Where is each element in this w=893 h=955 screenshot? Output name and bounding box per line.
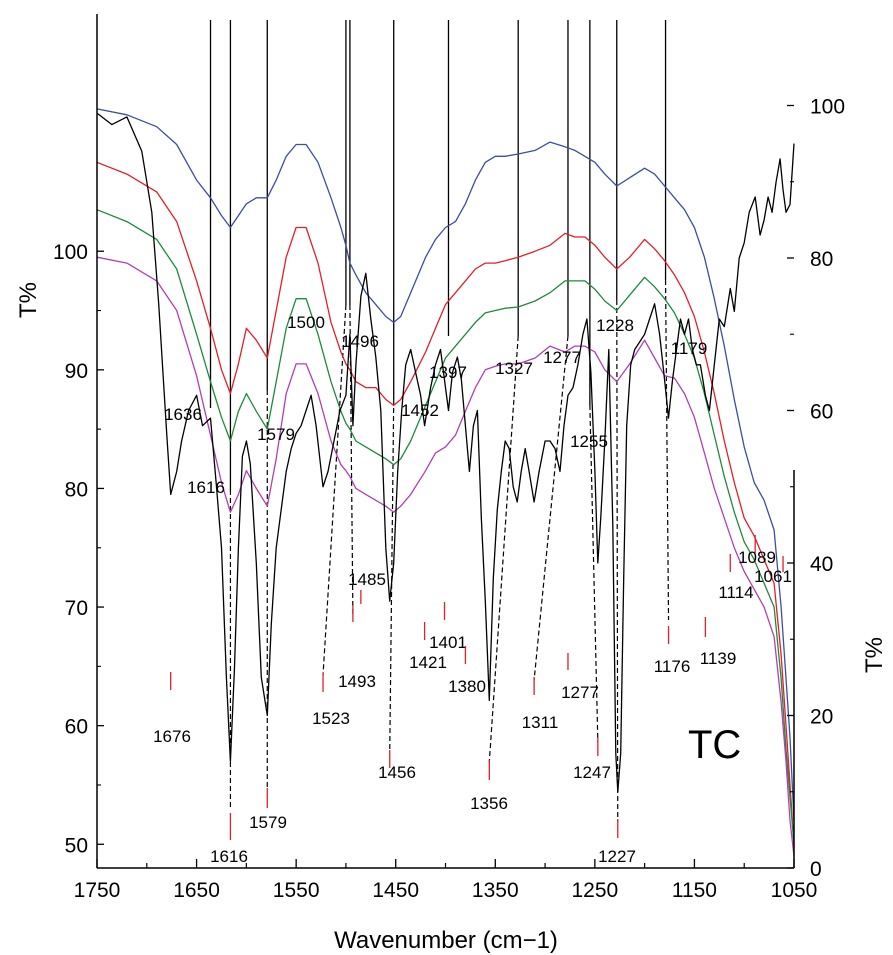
- top-peak-label: 1452: [401, 401, 439, 420]
- top-peak-label: 1179: [671, 339, 708, 358]
- spectrum-line-3: [96, 209, 795, 845]
- top-peak-label: 1228: [596, 316, 634, 335]
- right-tick-label: 80: [810, 248, 833, 271]
- top-peak-label: 1397: [429, 363, 467, 382]
- top-peak-label: 1616: [187, 478, 225, 497]
- spectrum-line-1: [96, 108, 795, 821]
- top-peak-label: 1636: [164, 405, 202, 424]
- top-peak-label: 1255: [570, 432, 608, 451]
- bottom-peak-label: 1380: [448, 677, 486, 696]
- bottom-peak-label: 1579: [249, 813, 287, 832]
- bottom-peak-label: 1061: [754, 567, 792, 586]
- top-peak-label: 1277: [543, 348, 581, 367]
- x-axis-label: Wavenumber (cm−1): [334, 927, 558, 954]
- right-tick-label: 40: [810, 553, 833, 576]
- spectrum-line-2: [96, 161, 795, 845]
- dashed-connector: [488, 335, 519, 763]
- dashed-connector: [664, 279, 670, 621]
- bottom-peak-label: 1616: [210, 847, 248, 866]
- top-peak-label: 1579: [257, 425, 295, 444]
- bottom-peak-label: 1247: [573, 763, 611, 782]
- x-tick-label: 1450: [372, 879, 419, 902]
- bottom-peak-label: 1139: [700, 649, 737, 668]
- left-tick-label: 80: [65, 478, 88, 501]
- y-axis-label-left: T%: [15, 282, 42, 318]
- bottom-peak-label: 1676: [153, 727, 191, 746]
- bottom-peak-label: 1089: [738, 548, 776, 567]
- top-peak-label: 1496: [341, 332, 379, 351]
- dashed-connector: [589, 404, 599, 743]
- right-tick-label: 20: [810, 706, 833, 729]
- x-tick-label: 1350: [472, 879, 519, 902]
- bottom-peak-label: 1421: [409, 653, 447, 672]
- left-tick-label: 50: [65, 834, 88, 857]
- left-tick-label: 60: [65, 716, 88, 739]
- x-tick-label: 1250: [571, 879, 618, 902]
- guide-lines: [209, 20, 670, 823]
- right-tick-label: 100: [810, 96, 845, 119]
- dashed-connector: [322, 304, 347, 676]
- bottom-peak-label: 1356: [470, 794, 508, 813]
- x-tick-label: 1150: [672, 879, 717, 902]
- y-axis-label-right: T%: [861, 637, 888, 673]
- bottom-peak-label: 1401: [429, 633, 467, 652]
- left-tick-label: 100: [53, 241, 88, 264]
- bottom-peak-label: 1227: [598, 847, 636, 866]
- dashed-connector: [616, 299, 619, 823]
- dashed-connector: [533, 335, 569, 681]
- bottom-peak-label: 1523: [312, 709, 350, 728]
- bottom-peak-label: 1493: [338, 672, 376, 691]
- annotation-tc: TC: [688, 723, 741, 767]
- spectra-series: [96, 108, 795, 857]
- left-tick-label: 90: [65, 360, 88, 383]
- bottom-peak-label: 1114: [718, 583, 753, 602]
- spectrum-line-5: [96, 112, 795, 793]
- bottom-peak-label: 1277: [561, 683, 599, 702]
- x-tick-label: 1750: [74, 879, 121, 902]
- top-peak-label: 1327: [495, 359, 533, 378]
- right-tick-label: 0: [810, 858, 822, 881]
- spectrum-line-4: [96, 256, 795, 857]
- left-tick-label: 70: [65, 597, 88, 620]
- x-tick-label: 1650: [173, 879, 220, 902]
- bottom-peak-label: 1485: [348, 570, 386, 589]
- axes: 1750 1650 1550 1450 1350 1250 1150 1050 100 90 80 7…: [53, 14, 845, 902]
- bottom-peak-label: 1456: [378, 763, 416, 782]
- x-tick-label: 1050: [771, 879, 818, 902]
- top-peak-label: 1500: [287, 313, 325, 332]
- bottom-peak-label: 1311: [522, 713, 559, 732]
- x-tick-label: 1550: [273, 879, 320, 902]
- bottom-peak-label: 1176: [654, 657, 691, 676]
- right-tick-label: 60: [810, 401, 833, 424]
